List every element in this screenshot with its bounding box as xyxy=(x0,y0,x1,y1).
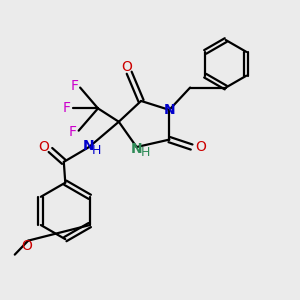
Text: O: O xyxy=(195,140,206,154)
Text: F: F xyxy=(70,79,78,93)
Text: N: N xyxy=(164,103,175,117)
Text: F: F xyxy=(63,101,71,116)
Text: O: O xyxy=(38,140,49,154)
Text: H: H xyxy=(140,146,150,160)
Text: H: H xyxy=(92,144,101,157)
Text: N: N xyxy=(131,142,142,155)
Text: N: N xyxy=(83,139,94,153)
Text: O: O xyxy=(21,239,32,253)
Text: F: F xyxy=(69,125,77,139)
Text: O: O xyxy=(121,60,132,74)
